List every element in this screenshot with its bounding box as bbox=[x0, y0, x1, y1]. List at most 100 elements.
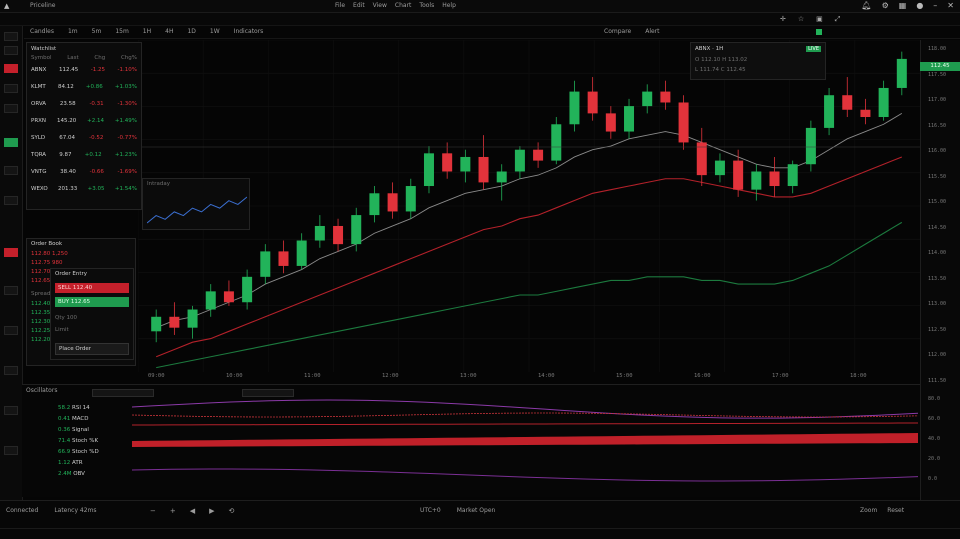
text-tool-icon[interactable] bbox=[4, 166, 18, 175]
candle bbox=[624, 98, 635, 139]
candle-body bbox=[696, 142, 707, 176]
watchlist-row[interactable]: WEXO 201.33 +3.05 +1.54% bbox=[31, 186, 137, 194]
watchlist-row[interactable]: PRXN 145.20 +2.14 +1.49% bbox=[31, 118, 137, 126]
indicators-button[interactable]: Indicators bbox=[233, 28, 264, 35]
bid-row[interactable]: 112.35 730 bbox=[31, 310, 63, 316]
alert-button[interactable]: Alert bbox=[645, 28, 660, 35]
time-axis-label: 10:00 bbox=[226, 373, 243, 379]
minimize-icon[interactable]: – bbox=[933, 1, 938, 10]
indicator-label: RSI 14 bbox=[72, 405, 90, 411]
zoom-in-icon[interactable]: + bbox=[169, 507, 176, 515]
indicator-pane: Oscillators 58.2 RSI 14 0.41 MACD 0.36 Sig… bbox=[22, 384, 920, 497]
timezone-label[interactable]: UTC+0 bbox=[420, 507, 441, 514]
price-axis-label: 114.50 bbox=[928, 224, 947, 231]
brush-tool-icon[interactable] bbox=[4, 104, 18, 113]
price-axis-label: 113.50 bbox=[928, 275, 947, 282]
watchlist-row[interactable]: TQRA 9.87 +0.12 +1.23% bbox=[31, 152, 137, 160]
magnet-tool-icon[interactable] bbox=[4, 326, 18, 335]
quantity-field[interactable]: Qty 100 bbox=[55, 315, 77, 321]
reset-view-icon[interactable]: ⟲ bbox=[228, 507, 235, 515]
camera-icon[interactable]: ▣ bbox=[816, 15, 823, 23]
watchlist-cell-chg: -1.25 bbox=[90, 67, 105, 73]
reset-button[interactable]: Reset bbox=[887, 507, 905, 514]
mini-chart bbox=[147, 196, 247, 224]
menu-file[interactable]: File bbox=[335, 2, 346, 9]
candle bbox=[878, 80, 889, 121]
gear-icon[interactable]: ⚙ bbox=[881, 1, 889, 10]
price-chart[interactable] bbox=[138, 40, 920, 372]
compare-button[interactable]: Compare bbox=[604, 28, 632, 35]
scroll-left-icon[interactable]: ◀ bbox=[189, 507, 196, 515]
ask-row[interactable]: 112.70 2,410 bbox=[31, 269, 68, 275]
candle-body bbox=[369, 193, 380, 216]
ma-fast-line bbox=[156, 112, 903, 329]
ask-row[interactable]: 112.75 980 bbox=[31, 260, 63, 266]
time-axis-label: 15:00 bbox=[616, 373, 633, 379]
ask-row[interactable]: 112.80 1,250 bbox=[31, 251, 68, 257]
interval-1h[interactable]: 1H bbox=[142, 28, 152, 35]
menu-help[interactable]: Help bbox=[442, 2, 456, 9]
crosshair-icon[interactable]: ✛ bbox=[780, 15, 786, 23]
place-order-button[interactable]: Place Order bbox=[55, 343, 129, 355]
trash-tool-icon[interactable] bbox=[4, 446, 18, 455]
drawing-toolbar bbox=[0, 26, 23, 531]
interval-1d[interactable]: 1D bbox=[187, 28, 196, 35]
watchlist-row[interactable]: ABNX 112.45 -1.25 -1.10% bbox=[31, 67, 137, 75]
watchlist-row[interactable]: ORVA 23.58 -0.31 -1.30% bbox=[31, 101, 137, 109]
interval-4h[interactable]: 4H bbox=[165, 28, 174, 35]
zoom-button[interactable]: Zoom bbox=[860, 507, 878, 514]
bid-row[interactable]: 112.20 590 bbox=[31, 337, 63, 343]
sell-button[interactable]: SELL 112.40 bbox=[55, 283, 129, 293]
buy-button[interactable]: BUY 112.65 bbox=[55, 297, 129, 307]
watchlist-cell-pct: +1.23% bbox=[114, 152, 137, 158]
cursor-tool-icon[interactable] bbox=[4, 32, 18, 41]
candle bbox=[442, 142, 453, 179]
price-axis-label: 116.50 bbox=[928, 122, 947, 129]
lock-tool-icon[interactable] bbox=[4, 366, 18, 375]
alert-marker-icon[interactable] bbox=[4, 248, 18, 257]
trendline-tool-icon[interactable] bbox=[4, 46, 18, 55]
chart-type-select[interactable]: Candles bbox=[30, 28, 54, 35]
candle-body bbox=[314, 225, 325, 241]
menu-chart[interactable]: Chart bbox=[394, 2, 412, 9]
interval-15m[interactable]: 15m bbox=[115, 28, 129, 35]
candle bbox=[478, 135, 489, 190]
bid-row[interactable]: 112.25 2,050 bbox=[31, 328, 68, 334]
candle bbox=[387, 182, 398, 219]
ask-row[interactable]: 112.65 640 bbox=[31, 278, 63, 284]
time-axis-label: 16:00 bbox=[694, 373, 711, 379]
sell-marker-icon[interactable] bbox=[4, 64, 18, 73]
menu-edit[interactable]: Edit bbox=[353, 2, 365, 9]
watchlist-row[interactable]: SYLD 67.04 -0.52 -0.77% bbox=[31, 135, 137, 143]
interval-1m[interactable]: 1m bbox=[67, 28, 78, 35]
bid-row[interactable]: 112.30 1,120 bbox=[31, 319, 68, 325]
interval-1w[interactable]: 1W bbox=[209, 28, 220, 35]
menu-tools[interactable]: Tools bbox=[419, 2, 435, 9]
star-icon[interactable]: ☆ bbox=[797, 15, 805, 23]
fullscreen-icon[interactable]: ⤢ bbox=[834, 15, 841, 23]
bid-row[interactable]: 112.40 1,870 bbox=[31, 301, 68, 307]
fib-tool-icon[interactable] bbox=[4, 84, 18, 93]
indicator-value: 1.12 bbox=[58, 460, 72, 466]
bell-icon[interactable]: 🔔︎ bbox=[861, 1, 872, 10]
menu-view[interactable]: View bbox=[372, 2, 387, 9]
indicator-chart[interactable] bbox=[132, 395, 918, 487]
close-icon[interactable]: ✕ bbox=[947, 1, 954, 10]
candle bbox=[805, 120, 816, 172]
indicator-settings[interactable] bbox=[242, 389, 294, 397]
measure-tool-icon[interactable] bbox=[4, 196, 18, 205]
indicator-selector[interactable] bbox=[92, 389, 154, 397]
candle-body bbox=[660, 91, 671, 103]
buy-marker-icon[interactable] bbox=[4, 138, 18, 147]
zoom-tool-icon[interactable] bbox=[4, 286, 18, 295]
zoom-out-icon[interactable]: − bbox=[150, 507, 156, 515]
interval-5m[interactable]: 5m bbox=[91, 28, 102, 35]
user-icon[interactable]: ● bbox=[916, 1, 924, 10]
scroll-right-icon[interactable]: ▶ bbox=[209, 507, 215, 515]
order-type-select[interactable]: Limit bbox=[55, 327, 69, 333]
eye-tool-icon[interactable] bbox=[4, 406, 18, 415]
watchlist-row[interactable]: KLMT 84.12 +0.86 +1.03% bbox=[31, 84, 137, 92]
layout-icon[interactable]: ▦ bbox=[898, 1, 907, 10]
watchlist-cell-pct: -1.10% bbox=[117, 67, 137, 73]
watchlist-row[interactable]: VNTG 38.40 -0.66 -1.69% bbox=[31, 169, 137, 177]
